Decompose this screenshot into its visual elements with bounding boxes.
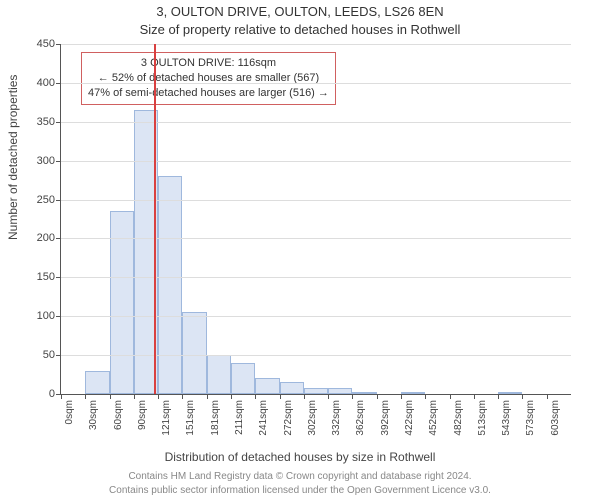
x-tick-label: 302sqm — [307, 400, 318, 436]
x-tick-mark — [182, 394, 183, 399]
x-tick-mark — [255, 394, 256, 399]
x-tick-mark — [474, 394, 475, 399]
histogram-bar — [304, 388, 328, 394]
x-tick-label: 151sqm — [185, 400, 196, 436]
gridline — [61, 122, 571, 123]
y-tick-mark — [56, 277, 61, 278]
y-tick-mark — [56, 161, 61, 162]
histogram-bar — [255, 378, 279, 394]
x-tick-label: 422sqm — [404, 400, 415, 436]
property-marker-line — [154, 44, 156, 394]
histogram-bar — [85, 371, 109, 394]
x-tick-mark — [134, 394, 135, 399]
y-tick-mark — [56, 83, 61, 84]
x-tick-mark — [158, 394, 159, 399]
footer-copyright-2: Contains public sector information licen… — [0, 485, 600, 496]
gridline — [61, 277, 571, 278]
gridline — [61, 83, 571, 84]
x-tick-label: 573sqm — [525, 400, 536, 436]
x-tick-label: 513sqm — [477, 400, 488, 436]
histogram-bar — [207, 355, 231, 394]
histogram-bar — [280, 382, 304, 394]
x-tick-label: 30sqm — [88, 400, 99, 430]
gridline — [61, 44, 571, 45]
x-tick-mark — [377, 394, 378, 399]
x-tick-mark — [328, 394, 329, 399]
y-tick-mark — [56, 122, 61, 123]
y-tick-mark — [56, 316, 61, 317]
x-tick-label: 211sqm — [234, 400, 245, 435]
y-tick-mark — [56, 200, 61, 201]
histogram-bar — [498, 392, 522, 394]
annotation-line1: 3 OULTON DRIVE: 116sqm — [88, 56, 329, 71]
y-tick-label: 100 — [37, 310, 55, 322]
annotation-line3: 47% of semi-detached houses are larger (… — [88, 86, 329, 101]
gridline — [61, 161, 571, 162]
x-tick-mark — [110, 394, 111, 399]
x-tick-mark — [547, 394, 548, 399]
x-tick-mark — [425, 394, 426, 399]
y-axis-label: Number of detached properties — [6, 75, 20, 240]
gridline — [61, 200, 571, 201]
y-tick-label: 250 — [37, 194, 55, 206]
x-tick-label: 181sqm — [210, 400, 221, 436]
marker-annotation: 3 OULTON DRIVE: 116sqm ← 52% of detached… — [81, 52, 336, 105]
x-tick-label: 362sqm — [355, 400, 366, 436]
histogram-bar — [231, 363, 255, 394]
y-tick-label: 300 — [37, 155, 55, 167]
x-tick-mark — [352, 394, 353, 399]
x-tick-mark — [85, 394, 86, 399]
x-tick-label: 452sqm — [428, 400, 439, 436]
y-tick-label: 50 — [43, 349, 55, 361]
y-tick-mark — [56, 355, 61, 356]
x-tick-mark — [207, 394, 208, 399]
histogram-bar — [158, 176, 182, 394]
x-tick-label: 603sqm — [550, 400, 561, 436]
property-size-chart: 3, OULTON DRIVE, OULTON, LEEDS, LS26 8EN… — [0, 0, 600, 500]
y-tick-label: 400 — [37, 77, 55, 89]
y-tick-label: 350 — [37, 116, 55, 128]
gridline — [61, 238, 571, 239]
x-tick-label: 90sqm — [137, 400, 148, 430]
x-tick-label: 121sqm — [161, 400, 172, 436]
histogram-bar — [352, 392, 376, 394]
x-tick-mark — [450, 394, 451, 399]
histogram-bar — [182, 312, 206, 394]
x-tick-label: 0sqm — [64, 400, 75, 424]
histogram-bar — [328, 388, 352, 394]
gridline — [61, 316, 571, 317]
x-axis-label: Distribution of detached houses by size … — [0, 450, 600, 464]
histogram-bar — [401, 392, 425, 394]
x-tick-mark — [522, 394, 523, 399]
gridline — [61, 355, 571, 356]
x-tick-label: 60sqm — [113, 400, 124, 430]
x-tick-label: 543sqm — [501, 400, 512, 436]
x-tick-mark — [61, 394, 62, 399]
y-tick-label: 200 — [37, 232, 55, 244]
y-tick-label: 150 — [37, 271, 55, 283]
chart-title-subtitle: Size of property relative to detached ho… — [0, 22, 600, 37]
plot-area: 3 OULTON DRIVE: 116sqm ← 52% of detached… — [60, 44, 571, 395]
x-tick-mark — [498, 394, 499, 399]
y-tick-mark — [56, 238, 61, 239]
x-tick-label: 332sqm — [331, 400, 342, 436]
x-tick-mark — [304, 394, 305, 399]
y-tick-label: 450 — [37, 38, 55, 50]
x-tick-label: 392sqm — [380, 400, 391, 436]
x-tick-label: 241sqm — [258, 400, 269, 436]
x-tick-mark — [280, 394, 281, 399]
x-tick-label: 272sqm — [283, 400, 294, 436]
y-tick-label: 0 — [49, 388, 55, 400]
x-tick-mark — [231, 394, 232, 399]
footer-copyright-1: Contains HM Land Registry data © Crown c… — [0, 471, 600, 482]
y-tick-mark — [56, 44, 61, 45]
x-tick-label: 482sqm — [453, 400, 464, 436]
chart-title-address: 3, OULTON DRIVE, OULTON, LEEDS, LS26 8EN — [0, 4, 600, 19]
x-tick-mark — [401, 394, 402, 399]
